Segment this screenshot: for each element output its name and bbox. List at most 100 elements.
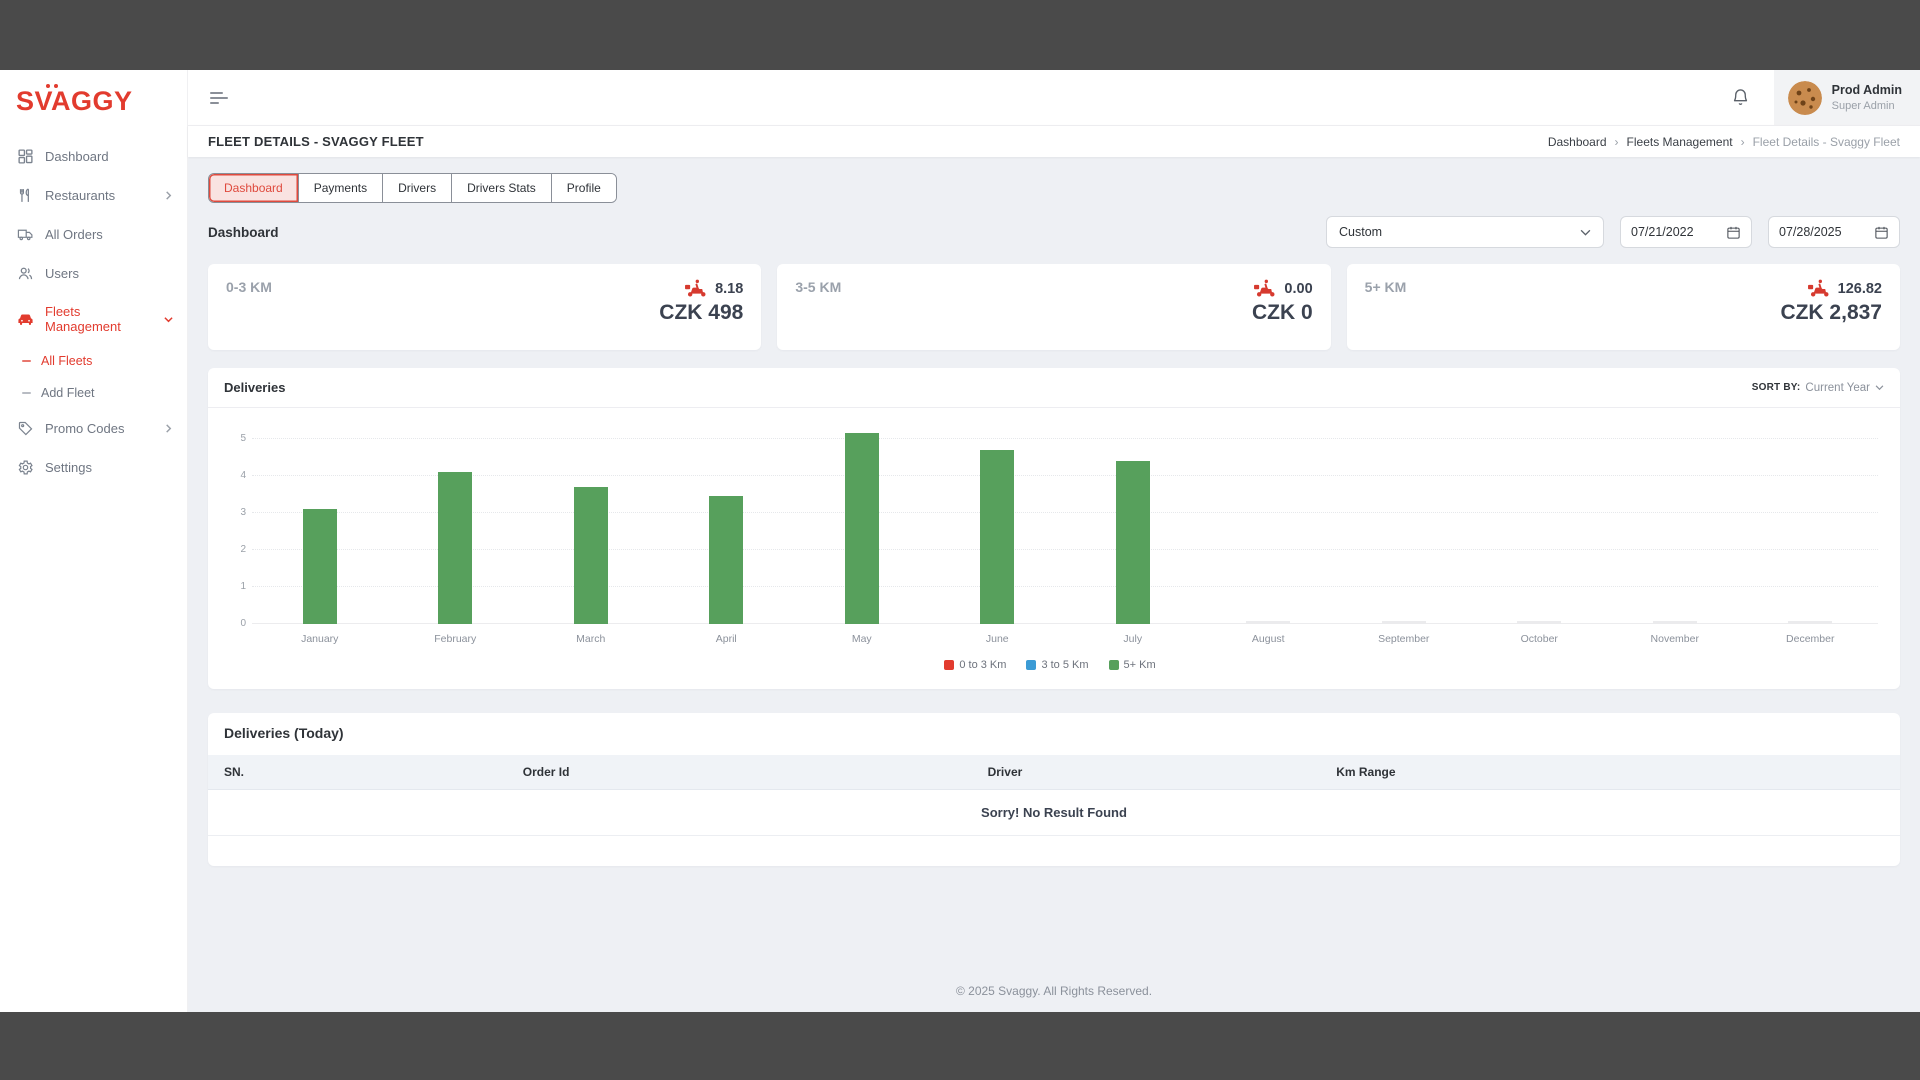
deliveries-today-title: Deliveries (Today) bbox=[224, 725, 344, 741]
bottom-chrome-band bbox=[0, 1012, 1920, 1080]
fleet-tabs: Dashboard Payments Drivers Drivers Stats… bbox=[208, 173, 617, 203]
chart-y-tick-label: 5 bbox=[240, 433, 246, 444]
chart-gridline bbox=[252, 586, 1878, 587]
chart-x-tick-label: January bbox=[301, 633, 339, 645]
main-area: Prod Admin Super Admin FLEET DETAILS - S… bbox=[188, 70, 1920, 1012]
fleet-car-icon bbox=[17, 311, 34, 328]
chart-x-tick-label: November bbox=[1650, 633, 1699, 645]
tab-drivers-stats[interactable]: Drivers Stats bbox=[452, 174, 552, 202]
deliveries-today-panel: Deliveries (Today) SN. Order Id Driver K… bbox=[208, 713, 1900, 866]
chart-slot-march bbox=[523, 424, 659, 624]
stat-cards-row: 0-3 KM 8.18 CZK 498 3-5 KM bbox=[208, 264, 1900, 350]
tab-profile[interactable]: Profile bbox=[551, 174, 616, 202]
chart-y-tick-label: 2 bbox=[240, 544, 246, 555]
restaurants-icon bbox=[17, 187, 34, 204]
table-header-order-id: Order Id bbox=[522, 765, 570, 779]
sidebar-item-all-orders[interactable]: All Orders bbox=[0, 215, 187, 254]
chart-slot-june bbox=[930, 424, 1066, 624]
chart-x-tick-label: March bbox=[576, 633, 606, 645]
sidebar-item-settings[interactable]: Settings bbox=[0, 448, 187, 487]
chart-gridline bbox=[252, 438, 1878, 439]
chart-bar-february[interactable] bbox=[438, 472, 473, 624]
legend-item-0-to-3-km[interactable]: 0 to 3 Km bbox=[944, 659, 1006, 671]
sidebar-item-promo-codes[interactable]: Promo Codes bbox=[0, 409, 187, 448]
legend-swatch-icon bbox=[1026, 660, 1037, 670]
chart-gridline bbox=[252, 512, 1878, 513]
chart-bar-march[interactable] bbox=[573, 487, 608, 624]
tab-payments[interactable]: Payments bbox=[298, 174, 384, 202]
table-empty-message: Sorry! No Result Found bbox=[208, 790, 1900, 836]
gear-icon bbox=[17, 459, 34, 476]
notifications-bell-icon[interactable] bbox=[1731, 88, 1750, 107]
sidebar-subitem-add-fleet[interactable]: Add Fleet bbox=[0, 377, 187, 409]
sort-by-label: SORT BY: bbox=[1751, 382, 1801, 393]
legend-swatch-icon bbox=[1108, 660, 1119, 670]
sidebar-item-dashboard[interactable]: Dashboard bbox=[0, 137, 187, 176]
delivery-scooter-icon bbox=[684, 279, 708, 298]
chart-bar-april[interactable] bbox=[709, 496, 744, 624]
calendar-icon[interactable] bbox=[1726, 225, 1741, 240]
logo-container[interactable]: SVAGGY bbox=[0, 70, 187, 131]
user-menu[interactable]: Prod Admin Super Admin bbox=[1773, 70, 1920, 125]
stat-card-distance: 8.18 bbox=[715, 280, 744, 297]
sidebar-item-users[interactable]: Users bbox=[0, 254, 187, 293]
sidebar-item-restaurants[interactable]: Restaurants bbox=[0, 176, 187, 215]
breadcrumb: Dashboard › Fleets Management › Fleet De… bbox=[1548, 135, 1900, 149]
sidebar-subitem-label: All Fleets bbox=[41, 354, 93, 368]
table-footer-space bbox=[208, 836, 1900, 866]
table-header-row: SN. Order Id Driver Km Range bbox=[208, 755, 1900, 790]
chart-bar-may[interactable] bbox=[844, 433, 879, 624]
stat-card-distance: 0.00 bbox=[1284, 280, 1313, 297]
chevron-down-icon bbox=[164, 315, 173, 324]
breadcrumb-item-current: Fleet Details - Svaggy Fleet bbox=[1752, 134, 1900, 149]
chart-bar-june[interactable] bbox=[980, 450, 1015, 624]
sidebar-item-label: Restaurants bbox=[45, 188, 116, 203]
tab-dashboard[interactable]: Dashboard bbox=[209, 174, 299, 202]
stat-card-amount: CZK 2,837 bbox=[1780, 301, 1882, 324]
chart-slot-april bbox=[659, 424, 795, 624]
tab-drivers[interactable]: Drivers bbox=[383, 174, 453, 202]
chart-x-tick-label: September bbox=[1378, 633, 1430, 645]
chart-slot-october bbox=[1472, 424, 1608, 624]
legend-item-3-to-5-km[interactable]: 3 to 5 Km bbox=[1026, 659, 1089, 671]
table-header-sn: SN. bbox=[224, 765, 245, 779]
chart-slot-august bbox=[1201, 424, 1337, 624]
date-to-input[interactable] bbox=[1779, 225, 1868, 239]
breadcrumb-item-dashboard[interactable]: Dashboard bbox=[1547, 134, 1607, 149]
date-from-input[interactable] bbox=[1631, 225, 1720, 239]
date-range-select-value: Custom bbox=[1339, 225, 1383, 239]
stat-card-0-3km: 0-3 KM 8.18 CZK 498 bbox=[208, 264, 762, 350]
date-range-select[interactable]: Custom bbox=[1326, 216, 1604, 248]
chart-x-tick-label: October bbox=[1520, 633, 1558, 645]
promo-tag-icon bbox=[17, 420, 34, 437]
legend-label: 5+ Km bbox=[1123, 659, 1156, 671]
chart-zero-bar-december bbox=[1788, 621, 1833, 624]
calendar-icon[interactable] bbox=[1874, 225, 1889, 240]
chart-x-tick-label: July bbox=[1123, 633, 1143, 645]
footer-copyright: © 2025 Svaggy. All Rights Reserved. bbox=[955, 984, 1153, 998]
stat-card-amount: CZK 498 bbox=[659, 301, 744, 324]
chart-bar-january[interactable] bbox=[302, 509, 337, 624]
chart-gridline bbox=[252, 549, 1878, 550]
chart-gridline bbox=[252, 623, 1878, 624]
sidebar-item-label: All Orders bbox=[45, 227, 103, 242]
chart-zero-bar-august bbox=[1246, 621, 1291, 624]
legend-item-5-km[interactable]: 5+ Km bbox=[1108, 659, 1156, 671]
sidebar-subitem-all-fleets[interactable]: All Fleets bbox=[0, 345, 187, 377]
breadcrumb-item-fleets-management[interactable]: Fleets Management bbox=[1626, 134, 1733, 149]
chart-x-tick-label: May bbox=[851, 633, 872, 645]
chevron-down-icon bbox=[1875, 384, 1884, 390]
sidebar-item-fleets-management[interactable]: Fleets Management bbox=[0, 293, 187, 345]
chart-x-tick-label: June bbox=[985, 633, 1009, 645]
stat-card-label: 5+ KM bbox=[1364, 279, 1407, 295]
sort-by-control[interactable]: SORT BY: Current Year bbox=[1752, 382, 1884, 394]
chart-legend: 0 to 3 Km 3 to 5 Km 5+ Km bbox=[222, 645, 1878, 685]
sidebar-toggle-button[interactable] bbox=[210, 89, 228, 107]
controls-row: Dashboard Custom bbox=[208, 216, 1900, 248]
topbar: Prod Admin Super Admin bbox=[188, 70, 1920, 125]
stat-card-label: 0-3 KM bbox=[226, 279, 272, 295]
chart-slot-december bbox=[1743, 424, 1879, 624]
legend-label: 0 to 3 Km bbox=[959, 659, 1007, 671]
chart-bar-july[interactable] bbox=[1115, 461, 1150, 624]
